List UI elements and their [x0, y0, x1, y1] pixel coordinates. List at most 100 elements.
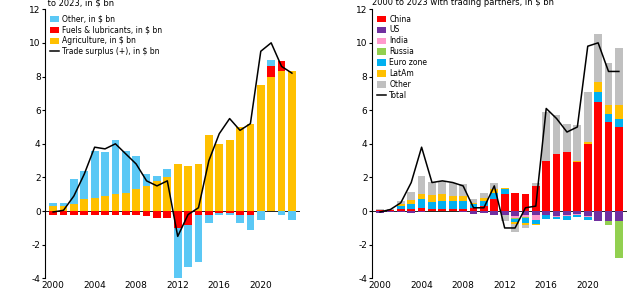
Bar [184, 211, 192, 225]
Bar [418, 200, 426, 208]
Bar [522, 223, 529, 225]
Bar [542, 161, 550, 211]
Legend: Other, in $ bn, Fuels & lubricants, in $ bn, Agriculture, in $ bn, Trade surplus: Other, in $ bn, Fuels & lubricants, in $… [49, 13, 164, 58]
Bar [460, 210, 467, 211]
Bar [573, 161, 581, 162]
Bar [615, 119, 623, 127]
Bar [418, 176, 426, 194]
Bar [532, 220, 540, 224]
Bar [542, 215, 550, 219]
Bar [573, 211, 581, 214]
Bar [397, 201, 404, 204]
Bar [480, 206, 488, 211]
Bar [101, 152, 109, 196]
Bar [460, 184, 467, 196]
Bar [278, 211, 285, 215]
Bar [563, 152, 571, 211]
Bar [81, 200, 88, 211]
Bar [542, 211, 550, 215]
Bar [594, 82, 602, 92]
Bar [594, 211, 602, 221]
Bar [60, 203, 67, 206]
Bar [205, 211, 212, 215]
Bar [522, 218, 529, 223]
Bar [143, 174, 150, 186]
Bar [418, 211, 426, 212]
Bar [553, 115, 561, 154]
Bar [615, 105, 623, 119]
Bar [132, 156, 140, 189]
Bar [594, 35, 602, 82]
Bar [268, 60, 275, 66]
Bar [594, 102, 602, 211]
Bar [278, 62, 285, 72]
Bar [449, 201, 457, 210]
Bar [500, 211, 509, 215]
Bar [511, 219, 519, 222]
Bar [215, 213, 223, 215]
Bar [563, 216, 571, 220]
Bar [205, 215, 212, 223]
Bar [397, 204, 404, 206]
Bar [246, 124, 254, 211]
Bar [111, 194, 119, 211]
Bar [563, 211, 571, 215]
Text: Brazil's monthly trade surplus (+)  every April from
2000 to 2023 with trading p: Brazil's monthly trade surplus (+) every… [372, 0, 588, 7]
Bar [387, 209, 394, 210]
Bar [101, 196, 109, 211]
Bar [387, 211, 394, 212]
Bar [428, 202, 436, 209]
Bar [91, 211, 99, 215]
Bar [215, 211, 223, 213]
Bar [584, 217, 591, 220]
Bar [246, 211, 254, 215]
Bar [268, 76, 275, 211]
Bar [438, 181, 446, 194]
Bar [615, 221, 623, 258]
Bar [542, 112, 550, 161]
Bar [60, 206, 67, 211]
Bar [195, 211, 202, 215]
Bar [122, 151, 130, 193]
Bar [532, 182, 540, 186]
Bar [407, 203, 415, 209]
Bar [500, 188, 509, 189]
Bar [174, 211, 182, 228]
Bar [470, 200, 477, 203]
Bar [195, 164, 202, 211]
Bar [615, 127, 623, 211]
Bar [376, 210, 384, 211]
Bar [563, 124, 571, 152]
Bar [70, 211, 78, 215]
Bar [449, 210, 457, 211]
Bar [236, 211, 244, 215]
Bar [428, 209, 436, 211]
Bar [246, 215, 254, 230]
Bar [407, 211, 415, 213]
Bar [418, 194, 426, 200]
Bar [226, 211, 234, 213]
Bar [407, 209, 415, 211]
Bar [594, 92, 602, 102]
Bar [407, 192, 415, 200]
Bar [490, 182, 498, 189]
Bar [418, 208, 426, 211]
Bar [428, 195, 436, 202]
Bar [532, 224, 540, 226]
Bar [584, 216, 591, 217]
Bar [522, 215, 529, 217]
Bar [122, 211, 130, 215]
Bar [132, 211, 140, 215]
Bar [605, 105, 612, 114]
Bar [573, 162, 581, 211]
Bar [563, 215, 571, 216]
Bar [522, 217, 529, 218]
Bar [615, 48, 623, 105]
Bar [91, 198, 99, 211]
Bar [605, 221, 612, 225]
Bar [143, 211, 150, 216]
Bar [257, 85, 265, 211]
Bar [153, 181, 161, 211]
Bar [511, 224, 519, 232]
Bar [49, 211, 57, 215]
